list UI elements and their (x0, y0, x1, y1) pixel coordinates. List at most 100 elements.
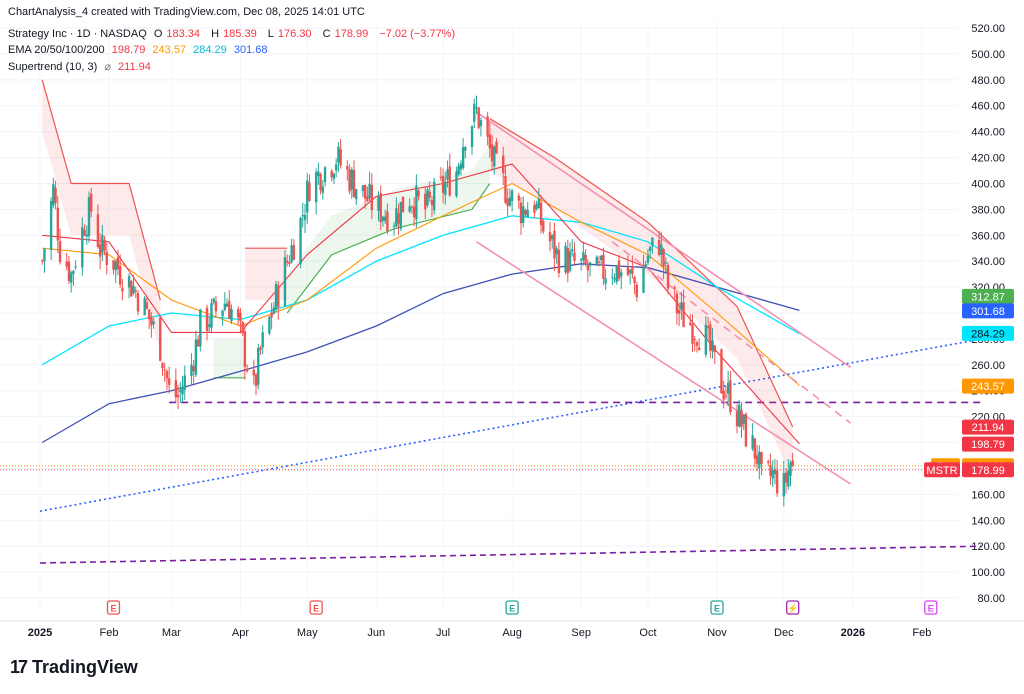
candle-body (488, 134, 492, 149)
candle-body (566, 247, 569, 274)
candle-body (134, 290, 137, 292)
candle-body (508, 197, 512, 206)
candle (366, 186, 369, 203)
tradingview-logo[interactable]: 17 TradingView (10, 657, 138, 678)
earnings-marker-label: E (928, 604, 934, 614)
candle-body (691, 324, 694, 344)
candle (377, 191, 380, 222)
supertrend-fill (244, 248, 288, 300)
earnings-marker-box (924, 600, 938, 615)
candle-body (773, 469, 777, 475)
candle (299, 216, 302, 268)
ohlc-high: H 185.39 (211, 28, 257, 40)
y-tick-label: 100.00 (971, 567, 1005, 579)
candle-body (682, 302, 685, 328)
candle-body (722, 390, 725, 400)
candle-body (401, 196, 405, 213)
candle-body (760, 452, 763, 464)
price-label-box (962, 303, 1014, 319)
candle-body (330, 171, 333, 178)
candle (519, 197, 523, 235)
candle (729, 370, 732, 415)
eye-off-icon[interactable]: ⌀ (104, 61, 111, 73)
candle-body (303, 214, 307, 221)
candle-body (470, 126, 474, 148)
candle-body (648, 246, 652, 252)
candle-body (755, 455, 759, 464)
candle (306, 173, 309, 225)
candle (87, 191, 91, 243)
candle (183, 365, 186, 400)
symbol-legend[interactable]: Strategy Inc · 1D · NASDAQ O 183.34 H 185.… (8, 28, 459, 40)
candle-body (412, 206, 416, 218)
candle-body (259, 347, 262, 350)
candle-body (355, 189, 358, 200)
candle (537, 188, 541, 209)
x-tick-label: May (297, 627, 318, 639)
candle (337, 141, 340, 173)
supertrend-legend[interactable]: Supertrend (10, 3) ⌀ 211.94 (8, 60, 155, 73)
candle (424, 186, 427, 220)
candle (159, 316, 162, 362)
candle-body (740, 409, 743, 428)
candle (722, 380, 725, 409)
candle (274, 280, 278, 313)
candle-body (225, 303, 229, 307)
x-tick-label: Jul (436, 627, 450, 639)
ema-legend[interactable]: EMA 20/50/100/200 198.79 243.57 284.29 3… (8, 44, 272, 56)
price-label-box (962, 419, 1014, 435)
candle-body (706, 326, 710, 329)
candle (751, 423, 754, 452)
candle-body (597, 261, 601, 263)
candle (506, 188, 509, 217)
candle-body (711, 340, 714, 352)
candle-body (693, 339, 696, 341)
x-tick-label: Feb (912, 627, 931, 639)
candle-body (397, 213, 400, 224)
candle (412, 197, 416, 227)
candle-body (83, 230, 86, 236)
candle (586, 259, 590, 283)
candle-body (214, 301, 218, 312)
candle (426, 186, 429, 208)
candle (713, 344, 716, 365)
candle-body (167, 378, 171, 385)
earnings-marker: E (309, 600, 323, 615)
candle-body (143, 298, 146, 316)
earnings-marker-box (786, 600, 800, 615)
candle (43, 247, 46, 273)
candle-body (410, 206, 414, 208)
candle-body (199, 309, 202, 347)
candle (584, 249, 587, 267)
candle-body (56, 207, 60, 241)
candle (791, 452, 794, 468)
y-tick-label: 440.00 (971, 127, 1005, 139)
candle (582, 241, 585, 266)
ohlc-change: −7.02 (−3.77%) (379, 28, 456, 40)
candle (680, 291, 683, 320)
x-tick-label: 2026 (841, 627, 865, 639)
candle-body (252, 369, 255, 376)
candle (502, 146, 505, 185)
candle-body (85, 234, 88, 237)
y-tick-label: 340.00 (971, 256, 1005, 268)
candle-body (426, 189, 429, 206)
candle-body (459, 163, 463, 170)
price-label: 243.57 (962, 378, 1014, 394)
candle-body (363, 184, 367, 199)
candle-body (58, 241, 62, 262)
earnings-marker: E (710, 600, 724, 615)
price-label: 284.29 (962, 325, 1014, 341)
candle-body (174, 380, 178, 398)
candle-body (147, 309, 151, 320)
candle (588, 261, 592, 277)
candle-body (479, 120, 483, 127)
candle (381, 215, 385, 227)
candle-body (633, 276, 636, 284)
candle-body (159, 317, 162, 361)
candle-body (288, 262, 291, 265)
candle (361, 185, 365, 198)
candle-body (176, 394, 180, 398)
price-label: 211.94 (962, 419, 1014, 435)
